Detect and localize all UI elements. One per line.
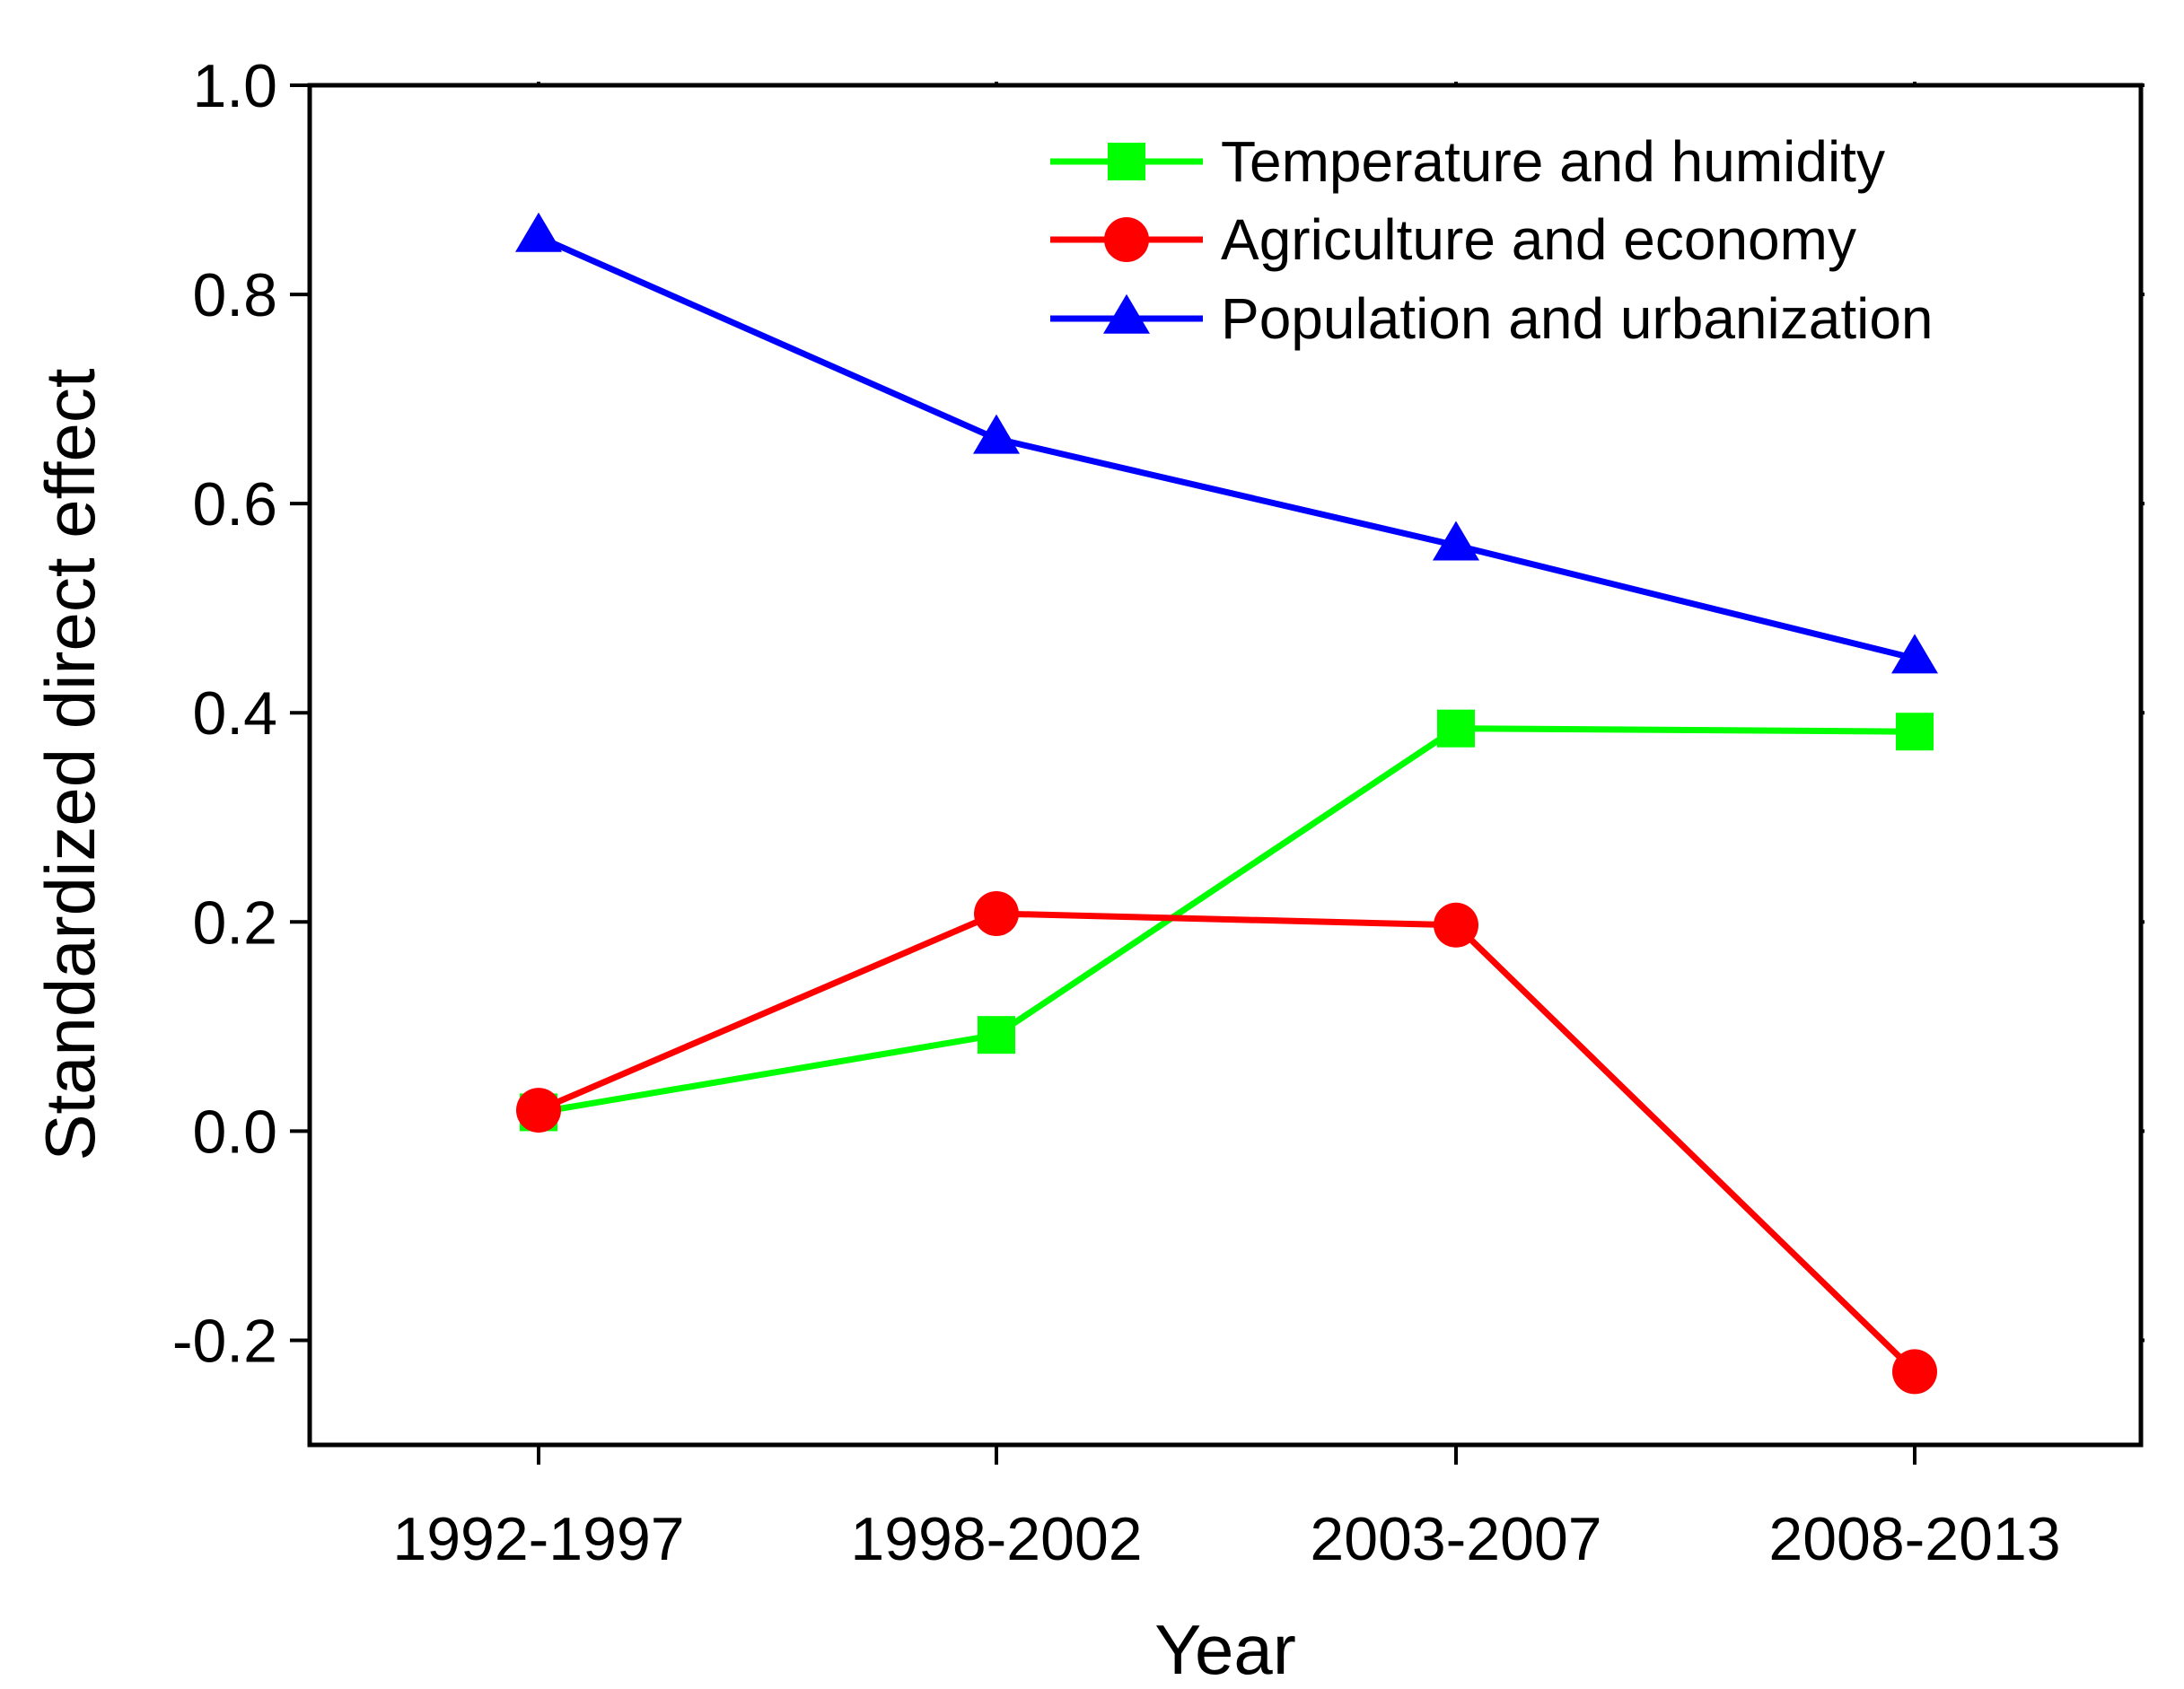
series-line [537,910,1917,1374]
series-triangle [515,212,1938,674]
y-tick-label: 0.6 [192,470,277,538]
data-point [516,1088,561,1133]
y-tick-label: 0.8 [192,261,277,329]
series-line [538,725,1916,1116]
y-tick-label: 1.0 [192,52,277,120]
x-tick-label: 1998-2002 [850,1505,1142,1573]
legend-marker [1104,217,1149,262]
data-point [973,414,1020,454]
legend-marker [1108,143,1145,180]
legend-label: Temperature and humidity [1221,129,1885,194]
legend-label: Agriculture and economy [1221,207,1856,272]
legend: Temperature and humidity Agriculture and … [1050,129,1934,351]
y-tick-label: -0.2 [172,1307,277,1375]
series-layer [515,212,1938,1395]
data-point [1434,902,1478,948]
legend-marker [1103,293,1150,334]
y-tick-label: 0.0 [192,1098,277,1166]
x-tick-label: 2008-2013 [1768,1505,2060,1573]
y-axis: -0.2 0.0 0.2 0.4 0.6 0.8 1.0 [172,52,2145,1375]
series-circle [516,890,1937,1395]
x-tick-label: 1992-1997 [392,1505,684,1573]
data-point [515,212,562,252]
legend-label: Population and urbanization [1221,286,1934,351]
series-line [537,233,1916,662]
data-point [974,890,1019,936]
legend-item: Agriculture and economy [1050,207,1856,272]
data-point [1891,634,1938,674]
y-axis-title: Standardized direct effect [31,368,110,1160]
x-axis: 1992-1997 1998-2002 2003-2007 2008-2013 [392,82,2061,1573]
y-tick-label: 0.4 [192,679,277,748]
legend-item: Population and urbanization [1050,286,1934,351]
data-point [1437,709,1475,748]
legend-item: Temperature and humidity [1050,129,1885,194]
data-point [1892,1349,1937,1395]
x-axis-title: Year [1154,1610,1296,1689]
data-point [1433,521,1479,561]
data-point [978,1016,1015,1055]
plot-frame [307,83,2144,1448]
x-tick-label: 2003-2007 [1310,1505,1601,1573]
data-point [1896,713,1934,751]
y-tick-label: 0.2 [192,888,277,957]
